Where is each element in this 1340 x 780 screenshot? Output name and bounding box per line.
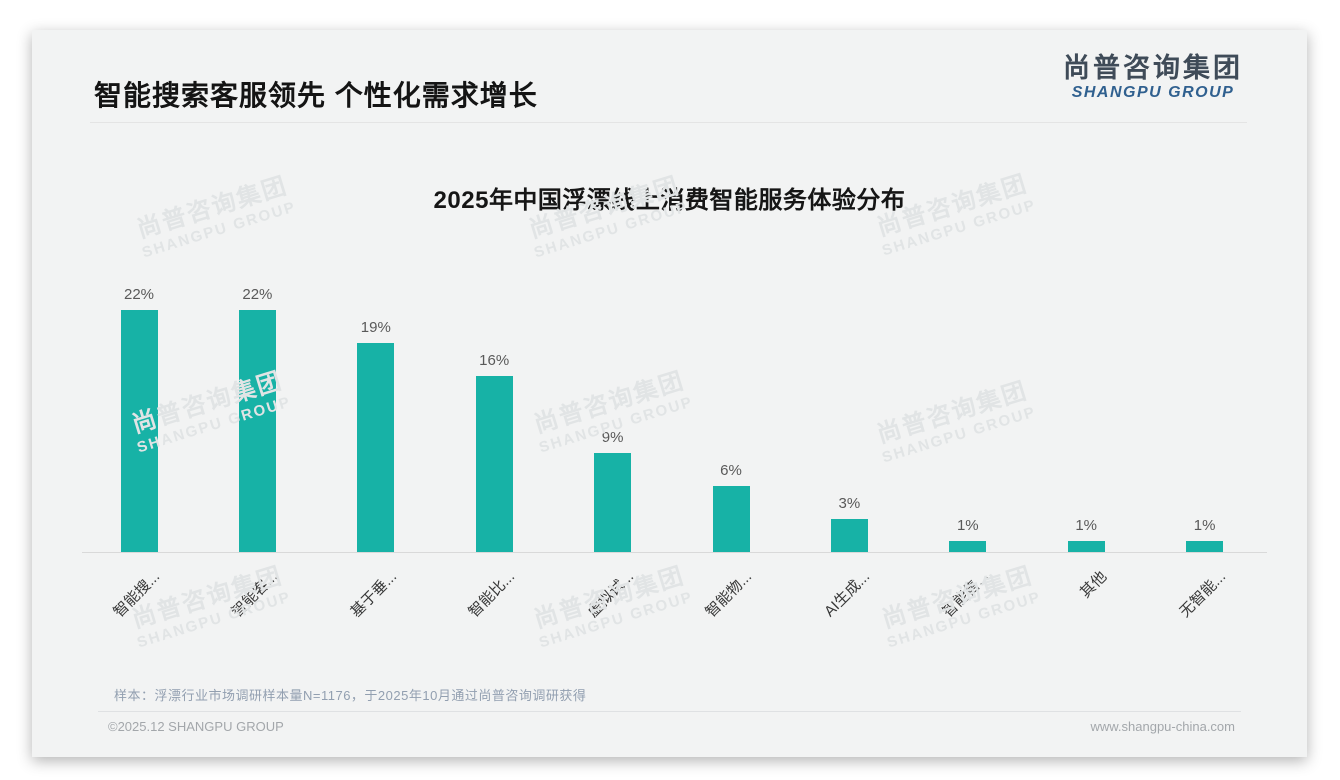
- watermark-text-en: SHANGPU GROUP: [135, 587, 294, 652]
- x-axis-label: 智能比...: [465, 568, 519, 621]
- x-axis-label: 智能物...: [702, 568, 756, 621]
- x-axis-label: 智能客...: [228, 568, 282, 621]
- bar-value-label: 16%: [479, 352, 510, 369]
- bar-value-label: 9%: [601, 429, 624, 446]
- logo-text-en: SHANGPU GROUP: [1071, 84, 1235, 102]
- bar-value-label: 3%: [838, 495, 861, 512]
- bar-value-label: 22%: [242, 286, 273, 303]
- chart-title: 2025年中国浮漂线上消费智能服务体验分布: [433, 187, 906, 214]
- bar-value-label: 1%: [1193, 517, 1216, 534]
- bar-value-label: 1%: [956, 517, 979, 534]
- bar-value-label: 22%: [123, 286, 155, 303]
- bar: [1186, 541, 1224, 552]
- header-divider: [90, 122, 1247, 123]
- x-axis-label: 基于垂...: [347, 568, 400, 621]
- footer-divider: [98, 711, 1241, 712]
- bar: [949, 541, 987, 552]
- footer-copyright: ©2025.12 SHANGPU GROUP: [108, 719, 284, 734]
- slide-card: 智能搜索客服领先 个性化需求增长 尚普咨询集团 SHANGPU GROUP 20…: [32, 30, 1307, 757]
- footer-website: www.shangpu-china.com: [1090, 719, 1235, 734]
- bar: [357, 343, 395, 552]
- x-axis-label: 智能售...: [939, 568, 992, 621]
- bar-value-label: 6%: [720, 462, 742, 479]
- bar: [712, 486, 750, 552]
- x-axis-label: 虚拟试...: [584, 568, 637, 621]
- bar: [475, 376, 513, 552]
- sample-note: 样本：浮漂行业市场调研样本量N=1176，于2025年10月通过尚普咨询调研获得: [114, 688, 587, 703]
- x-axis-label: 智能搜...: [110, 568, 164, 621]
- company-logo: 尚普咨询集团 SHANGPU GROUP: [1063, 52, 1243, 103]
- bar-value-label: 1%: [1075, 517, 1098, 534]
- logo-text-zh: 尚普咨询集团: [1063, 53, 1243, 83]
- x-axis-label: AI生成...: [821, 568, 874, 621]
- bar: [238, 310, 276, 552]
- x-axis-label: 无智能...: [1176, 568, 1229, 621]
- bar: [594, 453, 632, 552]
- x-axis-label: 其他: [1077, 568, 1111, 602]
- page-title: 智能搜索客服领先 个性化需求增长: [94, 80, 538, 111]
- bar-value-label: 19%: [360, 319, 391, 336]
- bar-chart: 22% 智能搜... 22% 智能客... 19% 基于垂... 16% 智能比... 9% 虚拟…: [82, 286, 1267, 621]
- bar: [830, 519, 868, 552]
- bar: [1067, 541, 1105, 552]
- bar: [120, 310, 158, 552]
